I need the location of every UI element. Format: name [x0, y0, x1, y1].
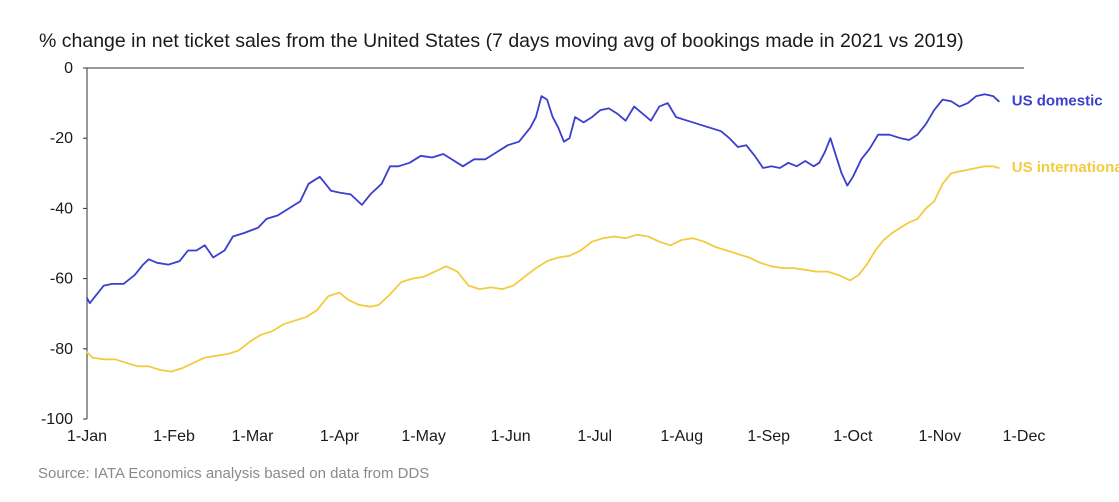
x-tick-label: 1-Jan: [67, 428, 107, 445]
x-tick-label: 1-Nov: [918, 428, 961, 445]
y-tick-label: -40: [50, 200, 73, 217]
x-tick-label: 1-Mar: [232, 428, 274, 445]
y-tick-label: -100: [41, 411, 73, 428]
y-tick-label: -80: [50, 341, 73, 358]
x-tick-label: 1-Jul: [577, 428, 612, 445]
x-tick-label: 1-May: [401, 428, 445, 445]
chart-title: % change in net ticket sales from the Un…: [39, 30, 964, 52]
x-tick-label: 1-Apr: [320, 428, 360, 445]
series-line-us-international: [86, 165, 1000, 373]
series-label-us-domestic: US domestic: [1012, 92, 1103, 109]
series-line-us-domestic: [86, 93, 1000, 305]
x-tick-label: 1-Jun: [491, 428, 531, 445]
x-tick-label: 1-Sep: [747, 428, 790, 445]
x-tick-label: 1-Aug: [660, 428, 703, 445]
x-tick-label: 1-Oct: [833, 428, 873, 445]
x-tick-label: 1-Dec: [1003, 428, 1046, 445]
y-tick-label: 0: [64, 60, 73, 77]
series-layer: US domestic US international: [86, 92, 1119, 373]
x-tick-label: 1-Feb: [153, 428, 195, 445]
y-tick-label: -60: [50, 271, 73, 288]
y-tick-label: -20: [50, 130, 73, 147]
series-label-us-international: US international: [1012, 159, 1119, 176]
source-note: Source: IATA Economics analysis based on…: [38, 465, 430, 482]
